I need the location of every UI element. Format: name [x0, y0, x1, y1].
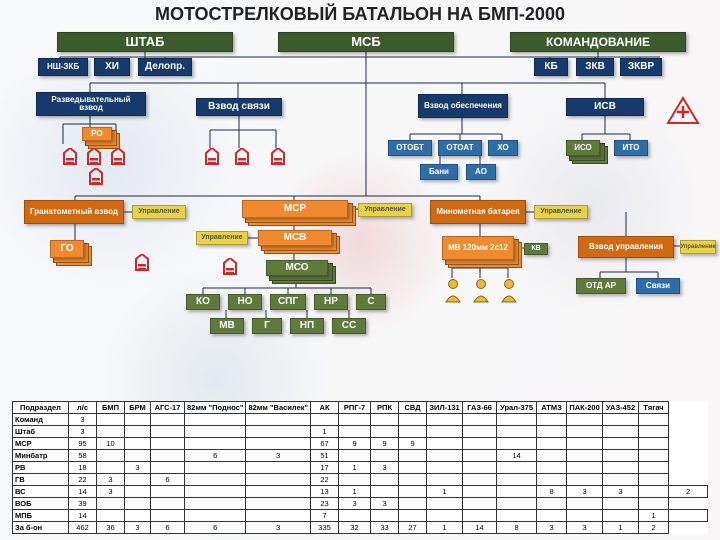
- node-gran_u: Управление: [132, 205, 186, 219]
- person-icon: [500, 278, 518, 304]
- col-header: АК: [311, 402, 339, 414]
- unit-tag-icon: [204, 148, 220, 170]
- node-mv120: МВ 120мм 2с12: [442, 236, 514, 260]
- col-header: Тягач: [639, 402, 669, 414]
- node-mcp_u: Управление: [358, 203, 412, 217]
- table-row: МСР951067999: [13, 438, 708, 450]
- col-header: Подраздел: [13, 402, 69, 414]
- node-np: НП: [290, 318, 324, 334]
- unit-tag-icon: [86, 148, 102, 170]
- node-iso: ИСО: [566, 140, 600, 156]
- node-xi: ХИ: [94, 58, 130, 76]
- node-hp: НР: [314, 294, 348, 310]
- node-mb: МВ: [210, 318, 244, 334]
- node-g: Г: [252, 318, 282, 334]
- equipment-table: Подразделл/сБМПБРМАГС-1782мм "Поднос"82м…: [12, 401, 708, 534]
- unit-tag-icon: [222, 258, 238, 280]
- unit-tag-icon: [134, 254, 150, 276]
- node-zkv: ЗКВ: [576, 58, 614, 76]
- table-row: Команд3: [13, 414, 708, 426]
- node-vupr_u: Управление: [680, 240, 716, 254]
- node-ko: КО: [186, 294, 220, 310]
- node-cmd: КОМАНДОВАНИЕ: [510, 32, 686, 52]
- col-header: ГАЗ-66: [463, 402, 497, 414]
- unit-tag-icon: [110, 148, 126, 170]
- medical-icon: [666, 96, 700, 126]
- table-row: МПБ1471: [13, 510, 708, 522]
- unit-tag-icon: [88, 168, 104, 190]
- node-ho: НО: [228, 294, 262, 310]
- person-icon: [472, 278, 490, 304]
- node-otobt: ОТОБТ: [388, 140, 432, 156]
- node-bani: Бани: [420, 164, 458, 180]
- col-header: 82мм "Василек": [246, 402, 311, 414]
- col-header: РПГ-7: [339, 402, 371, 414]
- node-mco: МСО: [266, 260, 328, 276]
- col-header: 82мм "Поднос": [185, 402, 246, 414]
- node-s: С: [356, 294, 386, 310]
- col-header: БРМ: [125, 402, 151, 414]
- person-icon: [444, 278, 462, 304]
- col-header: АГС-17: [151, 402, 185, 414]
- node-minbat: Минометная батарея: [430, 200, 526, 224]
- node-mcb: МСВ: [258, 230, 332, 246]
- node-nshzkb: НШ-ЗКБ: [38, 58, 88, 76]
- table-row: РВ1831713: [13, 462, 708, 474]
- unit-tag-icon: [270, 148, 286, 170]
- node-hq: ШТАБ: [57, 32, 233, 52]
- node-msb: МСБ: [278, 32, 454, 52]
- col-header: УАЗ-452: [603, 402, 639, 414]
- node-ao: АО: [466, 164, 496, 180]
- node-spg: СПГ: [270, 294, 306, 310]
- node-go: ГО: [50, 240, 84, 258]
- table-row: Минбатр58635114: [13, 450, 708, 462]
- node-delopr: Делопр.: [138, 58, 192, 76]
- table-row: ВОБ392333: [13, 498, 708, 510]
- page-title: МОТОСТРЕЛКОВЫЙ БАТАЛЬОН НА БМП-2000: [0, 4, 720, 25]
- unit-tag-icon: [62, 148, 78, 170]
- node-recon: Разведывательный взвод: [36, 92, 146, 116]
- col-header: Урал-375: [497, 402, 537, 414]
- node-sv2: Связи: [636, 278, 680, 294]
- node-obesp: Взвод обеспечения: [418, 94, 508, 118]
- node-mcb_u: Управление: [196, 231, 248, 245]
- unit-tag-icon: [234, 148, 250, 170]
- col-header: л/с: [69, 402, 97, 414]
- node-vupr: Взвод управления: [578, 236, 674, 258]
- table-row: Штаб31: [13, 426, 708, 438]
- col-header: БМП: [97, 402, 125, 414]
- col-header: АТМЗ: [537, 402, 567, 414]
- node-mcp: МСР: [242, 200, 348, 218]
- node-gran: Гранатометный взвод: [24, 200, 124, 224]
- table-row: ГВ223622: [13, 474, 708, 486]
- node-zkvr: ЗКВР: [620, 58, 662, 76]
- node-svyaz: Взвод связи: [196, 98, 282, 116]
- col-header: ЗИЛ-131: [427, 402, 463, 414]
- node-kb: КБ: [534, 58, 568, 76]
- node-minbat_u: Управление: [534, 205, 588, 219]
- node-kb2: КВ: [524, 243, 548, 255]
- table-row: ВС14313118332: [13, 486, 708, 498]
- node-cc: СС: [332, 318, 366, 334]
- table-row: За б-он46236366333532332711483312: [13, 522, 708, 534]
- node-xo: ХО: [488, 140, 518, 156]
- node-ito: ИТО: [614, 140, 648, 156]
- col-header: РПК: [371, 402, 399, 414]
- node-isv: ИСВ: [566, 98, 644, 116]
- node-ro: РО: [82, 127, 112, 141]
- col-header: СВД: [399, 402, 427, 414]
- node-otoat: ОТОАТ: [438, 140, 482, 156]
- node-otdar: ОТД АР: [576, 278, 626, 294]
- col-header: ПАК-200: [567, 402, 603, 414]
